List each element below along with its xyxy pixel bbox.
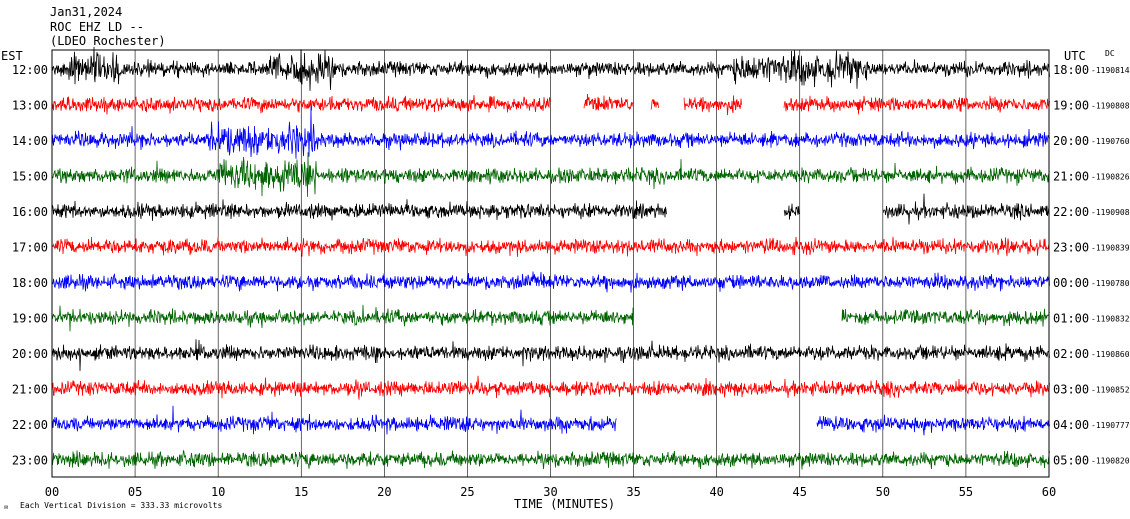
local-time-label: 22:00 <box>12 418 48 432</box>
header-location: (LDEO Rochester) <box>50 34 166 48</box>
trace-line <box>51 405 1050 436</box>
x-tick-label: 00 <box>45 485 59 499</box>
trace-line <box>51 449 1050 470</box>
dc-offset-label: -1190839 <box>1091 244 1130 253</box>
x-tick-label: 40 <box>709 485 723 499</box>
local-time-label: 23:00 <box>12 454 48 468</box>
local-time-label: 19:00 <box>12 312 48 326</box>
trace-line <box>51 339 1050 371</box>
header-date: Jan31,2024 <box>50 5 122 19</box>
dc-offset-label: -1190908 <box>1091 208 1130 217</box>
header-station: ROC EHZ LD -- <box>50 20 144 34</box>
trace-line <box>51 375 1050 400</box>
trace-line <box>51 152 1050 197</box>
trace-line <box>51 106 1050 159</box>
x-tick-label: 25 <box>460 485 474 499</box>
dc-offset-label: -1190780 <box>1091 279 1130 288</box>
utc-time-label: 02:00 <box>1053 347 1089 361</box>
plot-frame <box>51 49 1050 478</box>
dc-offset-label: -1190820 <box>1091 457 1130 466</box>
x-tick-label: 30 <box>543 485 557 499</box>
dc-offset-label: -1190832 <box>1091 315 1130 324</box>
x-tick-label: 45 <box>793 485 807 499</box>
seismic-traces <box>51 46 1050 470</box>
scale-note: Each Vertical Division = 333.33 microvol… <box>20 501 222 510</box>
vertical-gridlines <box>134 50 967 477</box>
utc-time-label: 21:00 <box>1053 170 1089 184</box>
utc-time-label: 20:00 <box>1053 134 1089 148</box>
dc-offset-label: -1190777 <box>1091 421 1130 430</box>
trace-line <box>51 304 1050 332</box>
right-zone-label: UTC <box>1064 49 1086 63</box>
trace-line <box>51 193 1050 225</box>
x-tick-label: 35 <box>626 485 640 499</box>
local-time-label: 20:00 <box>12 347 48 361</box>
local-time-label: 17:00 <box>12 241 48 255</box>
local-time-label: 14:00 <box>12 134 48 148</box>
utc-time-label: 04:00 <box>1053 418 1089 432</box>
local-time-labels: 12:00 13:00 14:00 15:00 16:00 17:00 18:00 19:00… <box>12 63 48 468</box>
utc-time-labels: 18:00 -1190814 19:00 -1190808 20:00 -1190760 2… <box>1053 63 1130 468</box>
scale-icon: ✉ <box>4 503 8 511</box>
utc-time-label: 18:00 <box>1053 63 1089 77</box>
local-time-label: 13:00 <box>12 99 48 113</box>
x-tick-label: 15 <box>294 485 308 499</box>
dc-offset-label: -1190760 <box>1091 137 1130 146</box>
trace-line <box>51 271 1050 293</box>
local-time-label: 18:00 <box>12 276 48 290</box>
utc-time-label: 05:00 <box>1053 454 1089 468</box>
left-zone-label: EST <box>1 49 23 63</box>
x-tick-label: 55 <box>959 485 973 499</box>
x-axis-title: TIME (MINUTES) <box>514 497 615 511</box>
x-tick-label: 10 <box>211 485 225 499</box>
x-tick-label: 05 <box>128 485 142 499</box>
local-time-label: 21:00 <box>12 383 48 397</box>
utc-time-label: 00:00 <box>1053 276 1089 290</box>
utc-time-label: 03:00 <box>1053 383 1089 397</box>
dc-offset-label: -1190826 <box>1091 173 1130 182</box>
local-time-label: 12:00 <box>12 63 48 77</box>
trace-line <box>51 46 1050 91</box>
utc-time-label: 22:00 <box>1053 205 1089 219</box>
local-time-label: 16:00 <box>12 205 48 219</box>
dc-offset-label: -1190814 <box>1091 66 1130 75</box>
x-axis-tick-labels: 00 05 10 15 20 25 30 35 40 45 50 55 60 <box>45 485 1056 499</box>
local-time-label: 15:00 <box>12 170 48 184</box>
x-tick-label: 20 <box>377 485 391 499</box>
dc-offset-label: -1190808 <box>1091 102 1130 111</box>
utc-time-label: 19:00 <box>1053 99 1089 113</box>
dc-offset-label: -1190852 <box>1091 386 1130 395</box>
dc-offset-label: -1190860 <box>1091 350 1130 359</box>
utc-time-label: 01:00 <box>1053 312 1089 326</box>
trace-line <box>51 93 1050 116</box>
trace-line <box>51 236 1050 257</box>
x-tick-label: 50 <box>876 485 890 499</box>
utc-time-label: 23:00 <box>1053 241 1089 255</box>
dc-label: DC <box>1105 49 1115 58</box>
x-tick-label: 60 <box>1042 485 1056 499</box>
